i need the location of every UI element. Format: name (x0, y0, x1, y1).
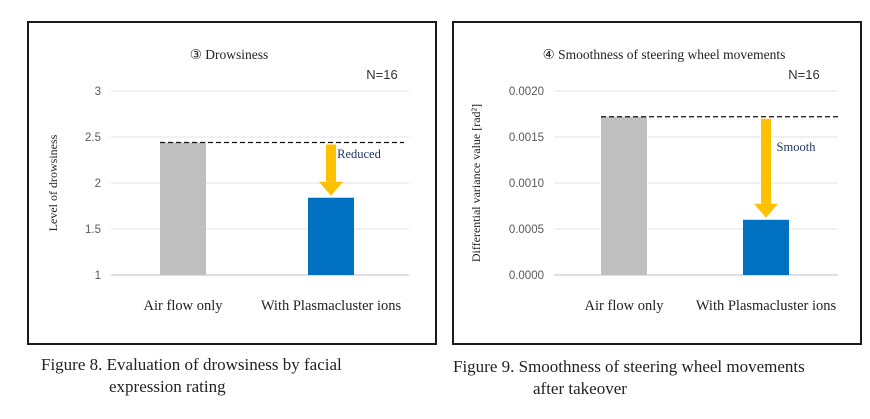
drowsiness-chart-panel: 1 1.5 2 2.5 3 ③ Drowsiness N=16 Level of drowsi… (27, 21, 437, 345)
decrease-arrow-shaft (761, 118, 771, 204)
x-category-label: Air flow only (144, 298, 224, 314)
sample-size-note: N=16 (788, 67, 819, 82)
chart-title: ④ Smoothness of steering wheel movements (543, 47, 786, 62)
y-axis-label: Differential variance value [rad²] (469, 104, 483, 262)
figure-9-caption-line2: after takeover (533, 379, 627, 398)
y-tick-label: 0.0005 (509, 224, 544, 236)
figure-8-caption: Figure 8. Evaluation of drowsiness by fa… (41, 354, 342, 398)
x-category-label: With Plasmacluster ions (261, 298, 402, 314)
steering-smoothness-chart: 0.0000 0.0005 0.0010 0.0015 0.0020 ④ Smoothne… (469, 47, 839, 314)
bar (160, 142, 206, 275)
figure-8-caption-line2: expression rating (109, 377, 226, 396)
sample-size-note: N=16 (366, 67, 397, 82)
drowsiness-chart: 1 1.5 2 2.5 3 ③ Drowsiness N=16 Level of drowsi… (46, 47, 409, 314)
y-tick-label: 0.0010 (509, 178, 544, 190)
figure-9-caption-line1: Figure 9. Smoothness of steering wheel m… (453, 357, 805, 376)
decrease-arrow-head (754, 203, 778, 218)
y-tick-label: 1 (95, 270, 101, 282)
bar (601, 116, 647, 275)
bar (743, 219, 789, 275)
x-category-label: Air flow only (585, 298, 665, 314)
decrease-arrow-head (319, 181, 343, 196)
y-tick-label: 0.0000 (509, 270, 544, 282)
y-tick-label: 0.0015 (509, 132, 544, 144)
x-category-label: With Plasmacluster ions (696, 298, 837, 314)
bar (308, 197, 354, 275)
chart-title: ③ Drowsiness (190, 47, 268, 62)
y-axis-label: Level of drowsiness (46, 134, 60, 231)
annotation-label: Reduced (337, 147, 381, 161)
y-tick-label: 2 (95, 178, 101, 190)
y-tick-label: 3 (95, 86, 101, 98)
decrease-arrow-shaft (326, 144, 336, 182)
y-tick-label: 2.5 (85, 132, 101, 144)
y-tick-label: 1.5 (85, 224, 101, 236)
y-tick-label: 0.0020 (509, 86, 544, 98)
figure-8-caption-line1: Figure 8. Evaluation of drowsiness by fa… (41, 355, 342, 374)
steering-smoothness-chart-panel: 0.0000 0.0005 0.0010 0.0015 0.0020 ④ Smoothne… (452, 21, 862, 345)
annotation-label: Smooth (777, 140, 817, 154)
figure-9-caption: Figure 9. Smoothness of steering wheel m… (453, 356, 805, 400)
